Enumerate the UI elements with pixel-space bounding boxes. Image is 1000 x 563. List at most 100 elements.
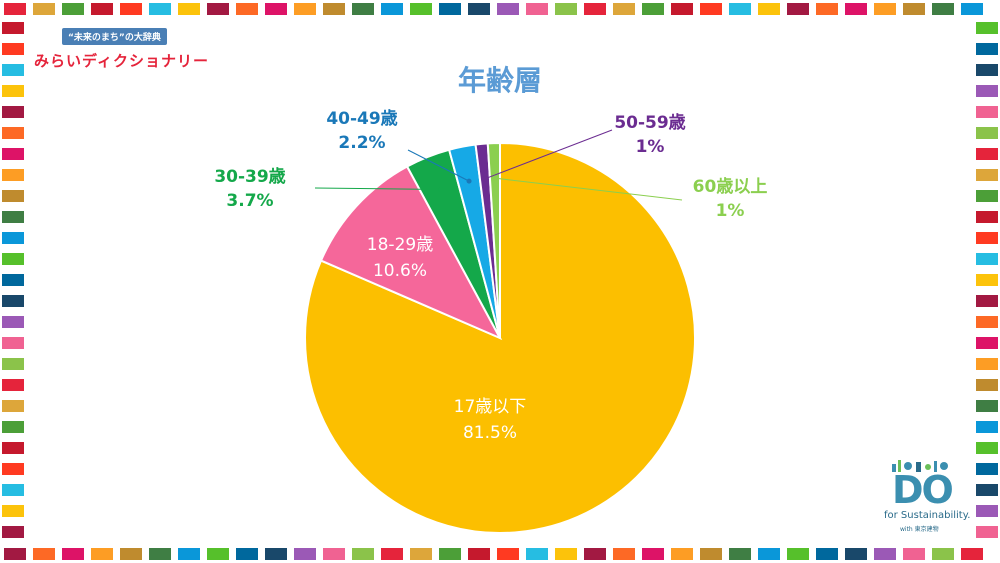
- leader-dot: [492, 175, 498, 181]
- border-tile: [976, 463, 998, 475]
- border-tile: [976, 379, 998, 391]
- slice-label-name: 60歳以上: [693, 176, 768, 197]
- border-tile: [497, 3, 519, 15]
- border-tile: [294, 548, 316, 560]
- border-tile: [62, 548, 84, 560]
- leader-dot: [438, 187, 444, 193]
- border-tile: [178, 3, 200, 15]
- border-tile: [758, 3, 780, 15]
- leader-line: [484, 129, 613, 180]
- border-tile: [526, 548, 548, 560]
- slice-label-value: 1%: [636, 137, 665, 157]
- border-tile: [787, 548, 809, 560]
- border-tile: [976, 400, 998, 412]
- border-tile: [2, 400, 24, 412]
- border-tile: [976, 484, 998, 496]
- border-tile: [62, 3, 84, 15]
- border-tile: [976, 190, 998, 202]
- border-tile: [236, 548, 258, 560]
- border-tile: [2, 22, 24, 34]
- border-tile: [2, 274, 24, 286]
- border-tile: [468, 548, 490, 560]
- border-tile: [976, 127, 998, 139]
- border-tile: [4, 548, 26, 560]
- do-with-partner: with 東京建物: [900, 526, 939, 533]
- slice-label-value: 10.6%: [373, 261, 427, 281]
- border-tile: [236, 3, 258, 15]
- border-tile: [961, 548, 983, 560]
- border-tile: [439, 3, 461, 15]
- border-tile: [2, 316, 24, 328]
- border-tile: [410, 3, 432, 15]
- border-tile: [976, 526, 998, 538]
- border-tile: [2, 211, 24, 223]
- border-tile: [2, 505, 24, 517]
- border-tile: [584, 548, 606, 560]
- slice-label-name: 30-39歳: [214, 166, 285, 187]
- border-tile: [642, 3, 664, 15]
- border-tile: [976, 43, 998, 55]
- border-tile: [976, 337, 998, 349]
- border-tile: [816, 548, 838, 560]
- border-tile: [2, 43, 24, 55]
- border-tile: [2, 442, 24, 454]
- border-tile: [2, 358, 24, 370]
- border-tile: [178, 548, 200, 560]
- pie-slice: [486, 141, 501, 339]
- border-tile: [976, 295, 998, 307]
- border-tile: [976, 85, 998, 97]
- border-tile: [613, 3, 635, 15]
- border-tile: [2, 463, 24, 475]
- border-tile: [149, 548, 171, 560]
- border-tile: [932, 3, 954, 15]
- border-tile: [671, 3, 693, 15]
- border-tile: [323, 548, 345, 560]
- cityscape-icon: [892, 460, 948, 472]
- border-tile: [816, 3, 838, 15]
- do-subtitle: for Sustainability.: [884, 510, 971, 521]
- do-for-sustainability-logo: DO for Sustainability. with 東京建物: [872, 458, 972, 542]
- pie-slices: [304, 141, 696, 534]
- border-tile: [874, 548, 896, 560]
- slice-label-name: 17歳以下: [454, 397, 527, 417]
- do-mark: DO: [892, 468, 954, 512]
- border-tile: [33, 548, 55, 560]
- border-tile: [439, 548, 461, 560]
- border-tile: [352, 548, 374, 560]
- border-tile: [2, 484, 24, 496]
- border-tiles-bottom: [4, 548, 983, 560]
- border-tile: [120, 3, 142, 15]
- border-tile: [700, 3, 722, 15]
- border-tile: [845, 548, 867, 560]
- border-tile: [584, 3, 606, 15]
- slice-label-value: 2.2%: [338, 133, 385, 153]
- slice-label-value: 1%: [716, 201, 745, 221]
- slice-label-name: 18-29歳: [367, 235, 433, 255]
- border-tile: [526, 3, 548, 15]
- border-tile: [700, 548, 722, 560]
- border-tile: [2, 64, 24, 76]
- border-tile: [2, 148, 24, 160]
- border-tile: [976, 64, 998, 76]
- border-tile: [2, 253, 24, 265]
- border-tile: [207, 548, 229, 560]
- border-tile: [729, 548, 751, 560]
- slice-label-name: 40-49歳: [326, 108, 397, 129]
- border-tile: [976, 106, 998, 118]
- border-tile: [91, 548, 113, 560]
- border-tile: [2, 421, 24, 433]
- leader-dot: [466, 178, 472, 184]
- border-tile: [294, 3, 316, 15]
- border-tile: [2, 85, 24, 97]
- chart-title: 年齢層: [458, 64, 542, 97]
- border-tiles-right: [976, 22, 998, 538]
- leader-line: [407, 149, 470, 182]
- border-tile: [352, 3, 374, 15]
- border-tile: [874, 3, 896, 15]
- border-tile: [555, 548, 577, 560]
- logo-wordmark: みらいディクショナリー: [34, 52, 209, 70]
- slice-label-value: 81.5%: [463, 423, 517, 443]
- border-tile: [120, 548, 142, 560]
- border-tile: [91, 3, 113, 15]
- border-tile: [671, 548, 693, 560]
